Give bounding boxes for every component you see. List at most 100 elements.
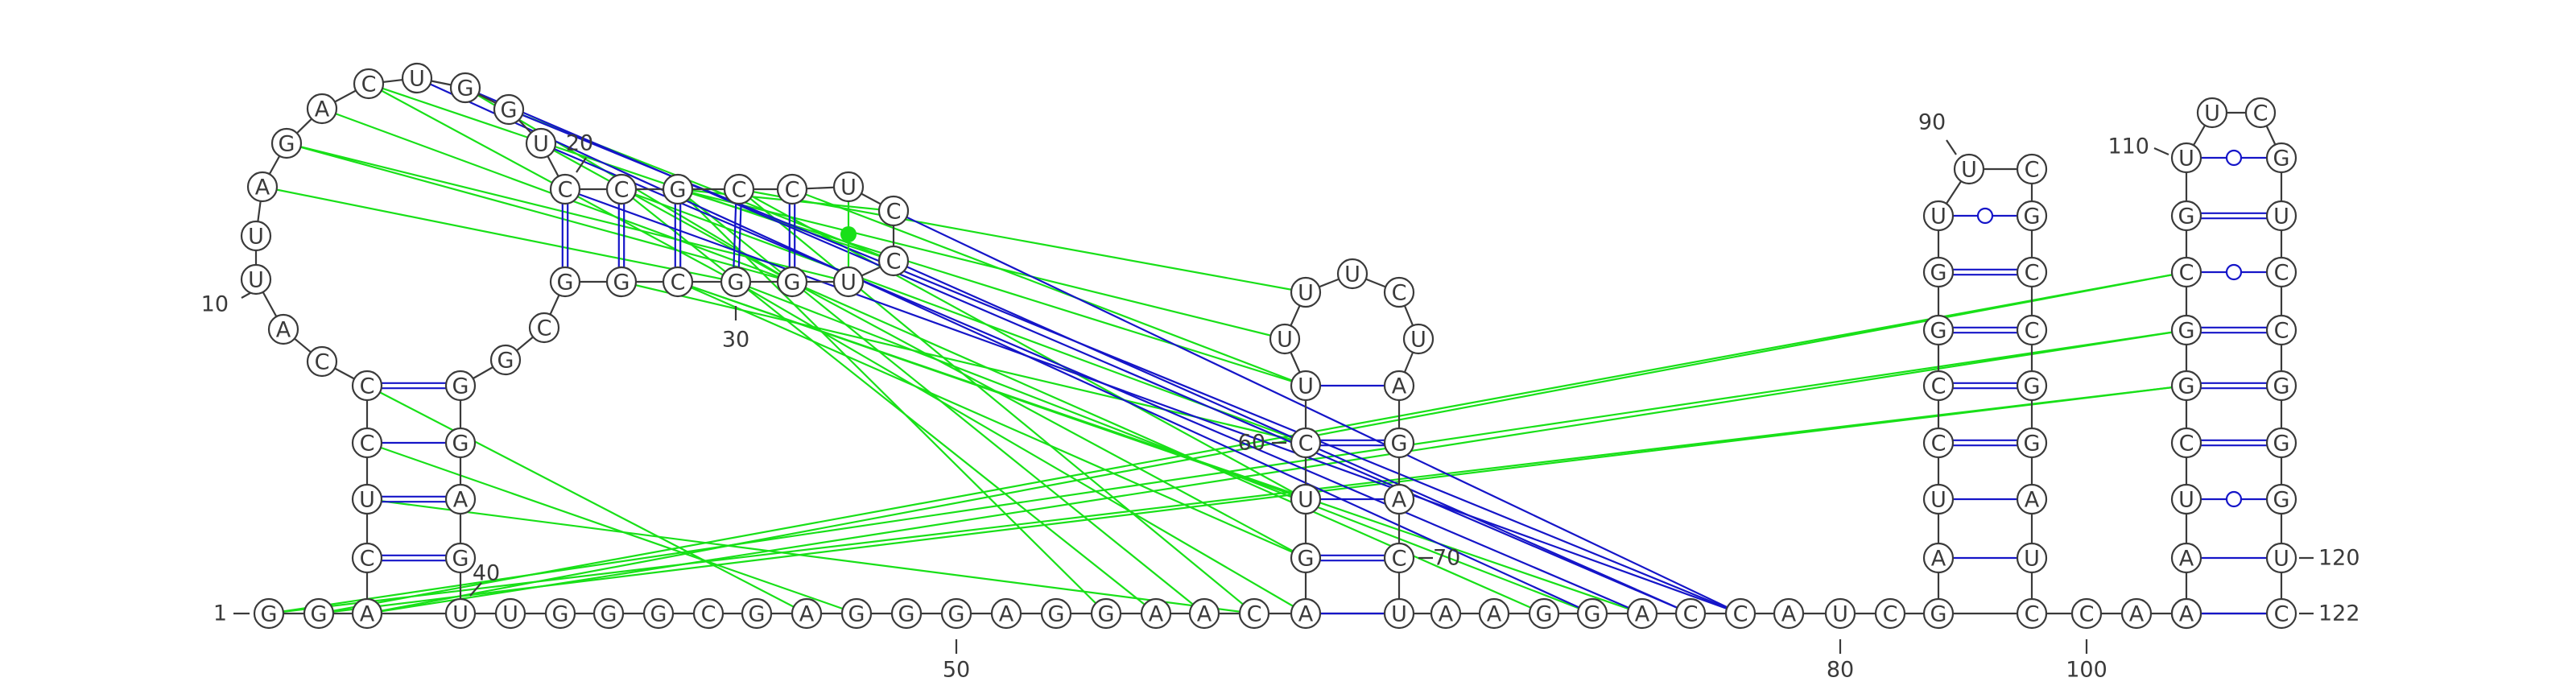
nucleotide-circle: [2265, 542, 2297, 574]
long-range-pair-line: [893, 210, 1741, 614]
nucleotide-letter: U: [533, 132, 549, 157]
tertiary-interaction-line: [366, 441, 857, 615]
nucleotide: C: [877, 195, 910, 227]
nucleotide-letter: A: [1931, 547, 1946, 572]
nucleotide-circle: [1188, 597, 1220, 630]
nucleotide-letter: U: [1391, 602, 1407, 627]
tertiary-interaction-line: [791, 188, 1307, 387]
nucleotide: U: [444, 597, 477, 630]
nucleotide-circle: [1430, 597, 1462, 630]
nucleotide-letter: U: [840, 176, 857, 200]
nucleotide: A: [306, 93, 338, 125]
nucleotide: U: [832, 266, 865, 298]
nucleotide: U: [240, 263, 272, 295]
nucleotide-letter: G: [452, 547, 469, 572]
nucleotide-circle: [1528, 597, 1560, 630]
nucleotide-circle: [444, 597, 477, 630]
nucleotide-letter: G: [552, 602, 569, 627]
nucleotide-circle: [2016, 597, 2048, 630]
nucleotide: U: [351, 483, 383, 515]
nucleotide-circle: [605, 266, 638, 298]
nucleotide-letter: A: [1439, 602, 1454, 627]
nucleotide: U: [1290, 483, 1322, 515]
tertiary-interaction-line: [366, 498, 1255, 615]
nucleotide: A: [990, 597, 1022, 630]
nucleotide-letter: C: [2253, 101, 2268, 126]
nucleotide-letter: G: [2273, 374, 2290, 399]
nucleotide-circle: [544, 597, 576, 630]
nucleotide-circle: [832, 266, 865, 298]
nucleotide: C: [2016, 597, 2048, 630]
tertiary-interaction-line: [677, 280, 1307, 560]
nucleotide-letter: C: [671, 271, 686, 295]
nucleotide: G: [840, 597, 873, 630]
nucleotide-circle: [1922, 370, 1955, 402]
nucleotide-letter: G: [452, 374, 469, 399]
nucleotide: G: [449, 72, 481, 104]
nucleotide: U: [1383, 597, 1415, 630]
tertiary-interaction-line: [738, 188, 1307, 500]
nucleotide: A: [2170, 597, 2202, 630]
number-label: 30: [722, 328, 749, 353]
nucleotide-letter: G: [2178, 374, 2195, 399]
nucleotide-circle: [1724, 597, 1757, 630]
nucleotide-circle: [2170, 542, 2202, 574]
nucleotide-letter: G: [452, 432, 469, 457]
nucleotide-letter: G: [1298, 547, 1315, 572]
nucleotide: C: [2016, 314, 2048, 346]
tertiary-interaction-line: [268, 384, 2187, 615]
nucleotide-circle: [303, 597, 335, 630]
number-label: 10: [201, 292, 229, 317]
nucleotide-letter: A: [799, 602, 815, 627]
nucleotide-letter: A: [1197, 602, 1212, 627]
nucleotide-letter: C: [2274, 261, 2289, 286]
nucleotide-letter: A: [255, 176, 270, 200]
nucleotide-letter: U: [248, 268, 264, 293]
nucleotide-letter: G: [1048, 602, 1065, 627]
nucleotide: U: [401, 62, 433, 94]
nucleotide-circle: [528, 312, 560, 344]
nucleotide: U: [1290, 370, 1322, 402]
nucleotide-circle: [791, 597, 823, 630]
nucleotide-circle: [2265, 427, 2297, 459]
nucleotide: G: [270, 127, 303, 159]
nucleotide-letter: G: [1930, 319, 1947, 344]
nucleotide-letter: G: [261, 602, 278, 627]
nucleotide-circle: [723, 173, 755, 205]
nucleotide-circle: [351, 483, 383, 515]
nucleotide-circle: [2170, 256, 2202, 288]
nucleotide-letter: G: [728, 271, 745, 295]
nucleotide: G: [1383, 427, 1415, 459]
nucleotide-circle: [2170, 370, 2202, 402]
nucleotide-circle: [351, 542, 383, 574]
nucleotide: C: [2070, 597, 2103, 630]
nucleotide: C: [528, 312, 560, 344]
nucleotide: G: [1922, 256, 1955, 288]
nucleotide: U: [1922, 200, 1955, 232]
nucleotide: U: [1336, 258, 1368, 290]
nucleotide-letter: U: [359, 488, 375, 513]
nucleotide: G: [890, 597, 923, 630]
nucleotide: G: [741, 597, 773, 630]
nucleotide: C: [351, 427, 383, 459]
nucleotide-circle: [2170, 200, 2202, 232]
nucleotide: G: [776, 266, 808, 298]
nucleotide-circle: [444, 542, 477, 574]
nucleotide-circle: [1140, 597, 1172, 630]
nucleotide-circle: [2016, 542, 2048, 574]
nucleotide: A: [1626, 597, 1658, 630]
nucleotide-circle: [246, 171, 279, 203]
nucleotide-letter: G: [848, 602, 865, 627]
nucleotide-circle: [489, 344, 522, 376]
tertiary-interaction-line: [735, 280, 1593, 615]
nucleotide-letter: U: [1298, 281, 1314, 306]
nucleotide-circle: [351, 427, 383, 459]
nucleotide: C: [877, 245, 910, 277]
gu-pair-marker: [1976, 207, 1994, 225]
nucleotide: G: [1922, 597, 1955, 630]
nucleotide-letter: A: [2179, 602, 2194, 627]
nucleotide-letter: G: [457, 76, 474, 101]
nucleotide-letter: A: [1635, 602, 1650, 627]
